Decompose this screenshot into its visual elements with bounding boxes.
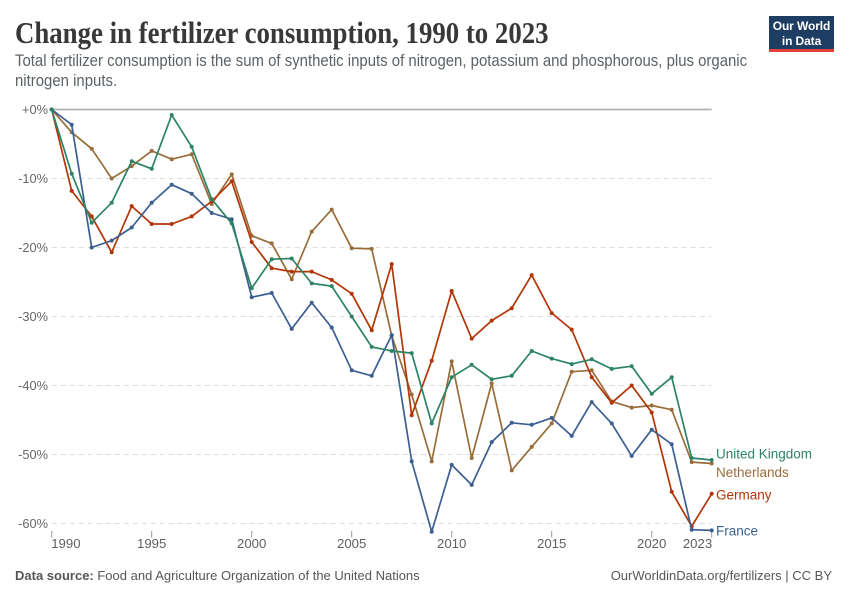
svg-text:2023: 2023 bbox=[683, 536, 712, 551]
svg-text:2005: 2005 bbox=[337, 536, 366, 551]
svg-text:+0%: +0% bbox=[22, 102, 48, 117]
svg-text:1990: 1990 bbox=[51, 536, 80, 551]
svg-text:2010: 2010 bbox=[437, 536, 466, 551]
svg-text:-20%: -20% bbox=[18, 240, 48, 255]
svg-text:United Kingdom: United Kingdom bbox=[716, 447, 812, 462]
svg-text:-30%: -30% bbox=[18, 309, 48, 324]
svg-text:2015: 2015 bbox=[537, 536, 566, 551]
svg-text:-60%: -60% bbox=[18, 516, 48, 531]
svg-text:France: France bbox=[716, 524, 758, 539]
svg-text:2020: 2020 bbox=[637, 536, 666, 551]
svg-text:-40%: -40% bbox=[18, 378, 48, 393]
svg-text:-50%: -50% bbox=[18, 447, 48, 462]
svg-text:Netherlands: Netherlands bbox=[716, 465, 789, 480]
svg-text:1995: 1995 bbox=[137, 536, 166, 551]
svg-text:2000: 2000 bbox=[237, 536, 266, 551]
svg-text:-10%: -10% bbox=[18, 171, 48, 186]
svg-text:Germany: Germany bbox=[716, 488, 772, 503]
